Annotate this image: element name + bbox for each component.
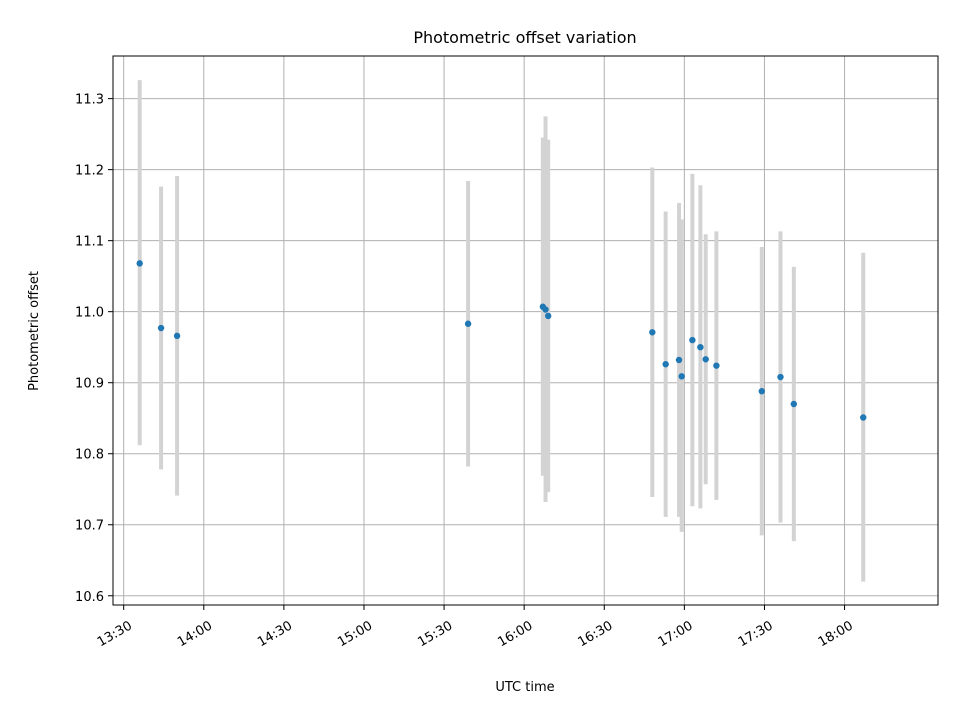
y-tick-label: 10.9 <box>75 377 104 392</box>
data-point <box>544 312 552 320</box>
y-tick-label: 11.0 <box>75 306 104 321</box>
data-point <box>777 373 784 381</box>
x-tick-label: 16:30 <box>576 618 616 650</box>
y-axis-label: Photometric offset <box>27 271 42 391</box>
x-axis-label: UTC time <box>495 680 554 695</box>
x-tick-label: 18:00 <box>816 618 856 650</box>
data-point <box>662 361 669 368</box>
data-point <box>702 356 709 363</box>
y-tick-label: 11.1 <box>75 235 104 250</box>
data-point <box>173 332 181 340</box>
x-tick-label: 17:30 <box>736 618 776 650</box>
y-tick-label: 10.8 <box>75 448 104 463</box>
data-point <box>689 336 696 344</box>
x-tick-label: 13:30 <box>95 618 135 650</box>
chart-title: Photometric offset variation <box>413 28 636 47</box>
data-point <box>678 373 685 380</box>
data-point <box>542 306 549 313</box>
x-tick-label: 14:30 <box>255 618 295 650</box>
plot-frame <box>112 55 939 606</box>
y-tick-label: 10.6 <box>75 590 104 605</box>
tick-layer: 13:30 14:00 14:30 15:00 15:30 16:00 16:30 17:00… <box>75 93 856 651</box>
errorbar-layer <box>137 80 866 582</box>
data-point <box>464 320 472 327</box>
x-tick-label: 15:00 <box>335 618 375 650</box>
x-tick-label: 17:00 <box>656 618 696 650</box>
data-point <box>157 324 165 332</box>
y-tick-label: 11.3 <box>75 93 104 108</box>
data-point <box>136 260 143 267</box>
data-point <box>697 343 704 351</box>
x-tick-label: 16:00 <box>495 618 535 650</box>
data-point <box>790 400 798 408</box>
x-tick-label: 15:30 <box>415 618 455 650</box>
y-tick-label: 11.2 <box>75 164 104 179</box>
data-point <box>713 362 720 369</box>
y-tick-label: 10.7 <box>75 519 104 534</box>
data-point <box>860 414 867 421</box>
data-point <box>675 356 683 364</box>
x-tick-label: 14:00 <box>175 618 215 650</box>
grid-layer <box>113 56 938 605</box>
data-point <box>649 329 656 336</box>
point-layer <box>136 260 867 421</box>
data-point <box>758 388 765 395</box>
